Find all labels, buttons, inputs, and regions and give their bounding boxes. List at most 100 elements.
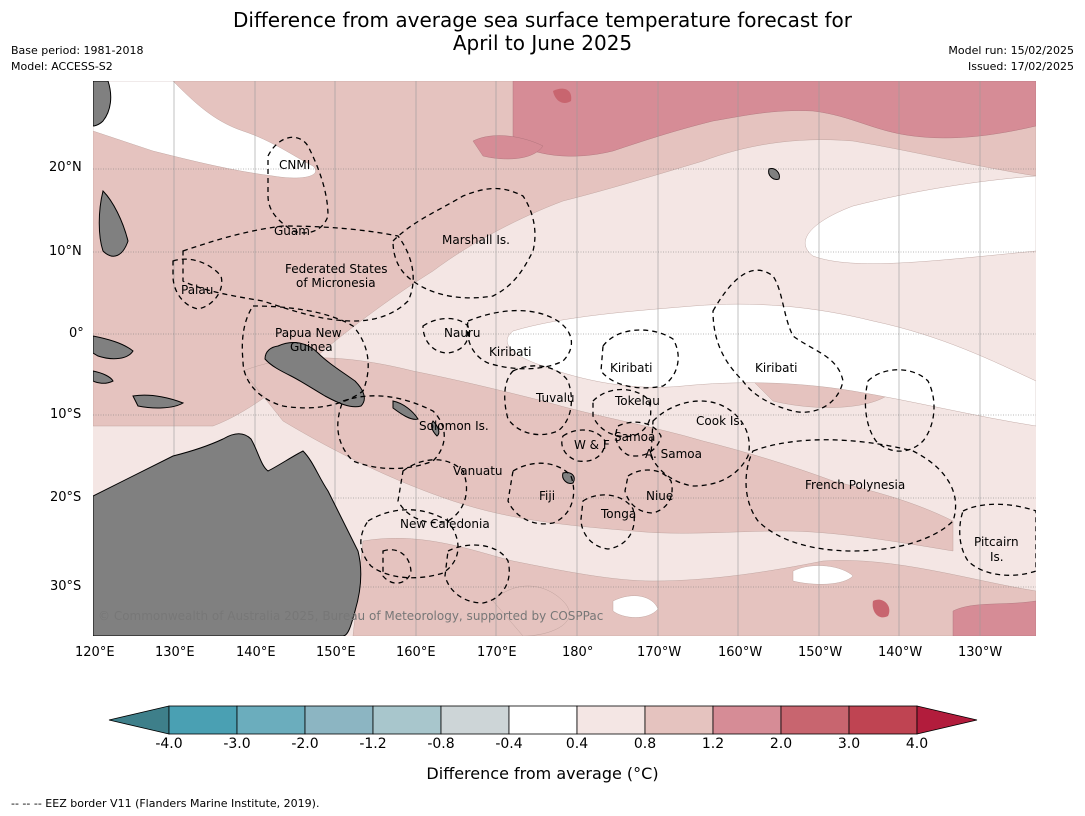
eez-samoa — [615, 421, 662, 457]
label-marshall-islands: Marshall Is. — [442, 233, 510, 247]
colorbar-segment — [372, 705, 442, 735]
label-palau: Palau — [181, 283, 214, 297]
label-wallis-futuna: W & F — [574, 438, 610, 452]
solomon-south-land — [431, 420, 440, 437]
eez-footer-note: -- -- -- EEZ border V11 (Flanders Marine… — [11, 797, 320, 810]
cb-tick-0p4: 0.4 — [565, 736, 589, 752]
copyright-text: © Commonwealth of Australia 2025, Bureau… — [98, 609, 604, 623]
eez-vanuatu — [397, 459, 468, 524]
cb-tick-neg0p8: -0.8 — [427, 736, 455, 752]
lat-label-20s: 20°S — [50, 490, 82, 505]
eez-cook — [650, 400, 750, 487]
label-new-caledonia: New Caledonia — [400, 517, 490, 531]
lon-label-180: 180° — [562, 645, 594, 660]
label-fsm-line1: Federated States — [285, 262, 388, 276]
colorbar-segment — [168, 705, 238, 735]
model-run-text: Model run: 15/02/2025 — [948, 44, 1074, 57]
eez-kiribati-west — [466, 309, 572, 370]
label-fiji: Fiji — [539, 489, 556, 503]
model-text: Model: ACCESS-S2 — [11, 60, 113, 73]
lon-label-160e: 160°E — [396, 645, 436, 660]
colorbar-segment — [780, 705, 850, 735]
eez-norfolk — [444, 544, 510, 604]
eez-pitcairn — [959, 503, 1036, 576]
label-png-line2: Guinea — [290, 340, 333, 354]
label-kiribati-west: Kiribati — [489, 345, 532, 359]
anomaly-contours-0p8-1p2 — [93, 81, 1036, 636]
colorbar-segment — [236, 705, 306, 735]
label-kiribati-central: Kiribati — [610, 361, 653, 375]
cb-tick-neg3p0: -3.0 — [223, 736, 251, 752]
colorbar-segment — [712, 705, 782, 735]
eez-borders — [172, 136, 1036, 604]
eez-fiji — [507, 462, 575, 525]
lat-label-10s: 10°S — [50, 407, 82, 422]
label-cnmi: CNMI — [279, 158, 311, 172]
eez-niue — [624, 469, 673, 514]
lon-label-150e: 150°E — [316, 645, 356, 660]
cb-tick-neg4p0: -4.0 — [155, 736, 183, 752]
eez-kiribati-line — [864, 369, 935, 452]
eez-tokelau — [592, 388, 652, 438]
cb-tick-neg1p2: -1.2 — [359, 736, 387, 752]
eez-tonga — [580, 494, 635, 550]
land-masses — [93, 81, 780, 636]
cb-tick-neg0p4: -0.4 — [495, 736, 523, 752]
eez-lord-howe — [382, 549, 412, 584]
label-kiribati-east: Kiribati — [755, 361, 798, 375]
eez-tuvalu — [504, 365, 572, 436]
cb-tick-1p2: 1.2 — [701, 736, 725, 752]
solomon-land — [392, 400, 419, 420]
issued-text: Issued: 17/02/2025 — [967, 60, 1074, 73]
label-nauru: Nauru — [444, 326, 481, 340]
label-fsm-line2: of Micronesia — [296, 276, 376, 290]
chart-title-line1: Difference from average sea surface temp… — [232, 8, 852, 32]
cb-tick-0p8: 0.8 — [633, 736, 657, 752]
eez-marshall — [392, 187, 536, 299]
colorbar-title: Difference from average (°C) — [426, 764, 659, 783]
colorbar-segment — [508, 705, 578, 735]
eez-cnmi — [267, 136, 329, 234]
australia-land — [93, 433, 362, 636]
new-guinea-land — [264, 342, 365, 408]
label-tokelau: Tokelau — [615, 394, 660, 408]
eez-png — [241, 305, 369, 409]
fiji-land — [562, 472, 575, 484]
latitude-gridlines — [93, 168, 1036, 588]
label-pitcairn-line2: Is. — [990, 550, 1004, 564]
eez-french-polynesia — [745, 439, 957, 552]
colorbar-segment — [440, 705, 510, 735]
timor-land — [132, 394, 185, 409]
hawaii-land — [768, 168, 780, 180]
label-tuvalu: Tuvalu — [536, 391, 575, 405]
label-niue: Niue — [646, 489, 674, 503]
lon-label-120e: 120°E — [75, 645, 115, 660]
lon-label-170w: 170°W — [637, 645, 682, 660]
base-period-text: Base period: 1981-2018 — [11, 44, 144, 57]
lat-label-20n: 20°N — [49, 160, 82, 175]
eez-kiribati-central — [600, 329, 679, 389]
label-tonga: Tonga — [601, 507, 637, 521]
lon-label-140e: 140°E — [236, 645, 276, 660]
colorbar — [108, 705, 978, 735]
seram-land — [93, 370, 114, 384]
cb-tick-2p0: 2.0 — [769, 736, 793, 752]
label-samoa: Samoa — [614, 430, 656, 444]
lon-label-130e: 130°E — [155, 645, 195, 660]
lon-label-140w: 140°W — [878, 645, 923, 660]
label-cook-islands: Cook Is. — [696, 414, 744, 428]
cb-tick-3p0: 3.0 — [837, 736, 861, 752]
label-american-samoa: A. Samoa — [645, 447, 702, 461]
label-pitcairn-line1: Pitcairn — [974, 535, 1019, 549]
label-solomon-islands: Solomon Is. — [419, 419, 489, 433]
eez-wallis-futuna — [561, 429, 606, 462]
lat-label-10n: 10°N — [49, 244, 82, 259]
eez-fsm — [182, 225, 414, 322]
colorbar-extend-low — [108, 705, 170, 735]
eez-new-caledonia — [360, 509, 459, 579]
cb-tick-neg2p0: -2.0 — [291, 736, 319, 752]
longitude-gridlines — [173, 81, 981, 636]
chart-title-line2: April to June 2025 — [452, 31, 633, 55]
lat-label-0: 0° — [69, 326, 84, 341]
colorbar-segment — [644, 705, 714, 735]
